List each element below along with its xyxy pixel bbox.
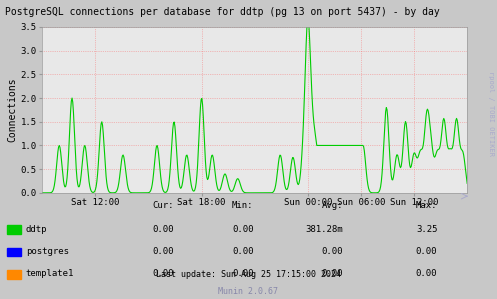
Text: 0.00: 0.00 (232, 225, 253, 234)
Text: 0.00: 0.00 (153, 269, 174, 278)
Text: 0.00: 0.00 (322, 247, 343, 256)
Text: PostgreSQL connections per database for ddtp (pg 13 on port 5437) - by day: PostgreSQL connections per database for … (5, 7, 440, 17)
Text: 0.00: 0.00 (416, 247, 437, 256)
Text: Cur:: Cur: (153, 201, 174, 210)
Text: 3.25: 3.25 (416, 225, 437, 234)
Text: postgres: postgres (26, 247, 69, 256)
Text: Max:: Max: (416, 201, 437, 210)
Text: 381.28m: 381.28m (305, 225, 343, 234)
Text: Min:: Min: (232, 201, 253, 210)
Y-axis label: Connections: Connections (8, 77, 18, 142)
Text: 0.00: 0.00 (322, 269, 343, 278)
Text: rpool / TOBI OETIKER: rpool / TOBI OETIKER (488, 71, 494, 156)
Text: ddtp: ddtp (26, 225, 47, 234)
Text: 0.00: 0.00 (232, 247, 253, 256)
Text: template1: template1 (26, 269, 74, 278)
Text: Munin 2.0.67: Munin 2.0.67 (219, 287, 278, 296)
Text: 0.00: 0.00 (153, 225, 174, 234)
Text: Last update: Sun Aug 25 17:15:00 2024: Last update: Sun Aug 25 17:15:00 2024 (156, 270, 341, 279)
Text: 0.00: 0.00 (232, 269, 253, 278)
Text: 0.00: 0.00 (153, 247, 174, 256)
Text: Avg:: Avg: (322, 201, 343, 210)
Text: 0.00: 0.00 (416, 269, 437, 278)
